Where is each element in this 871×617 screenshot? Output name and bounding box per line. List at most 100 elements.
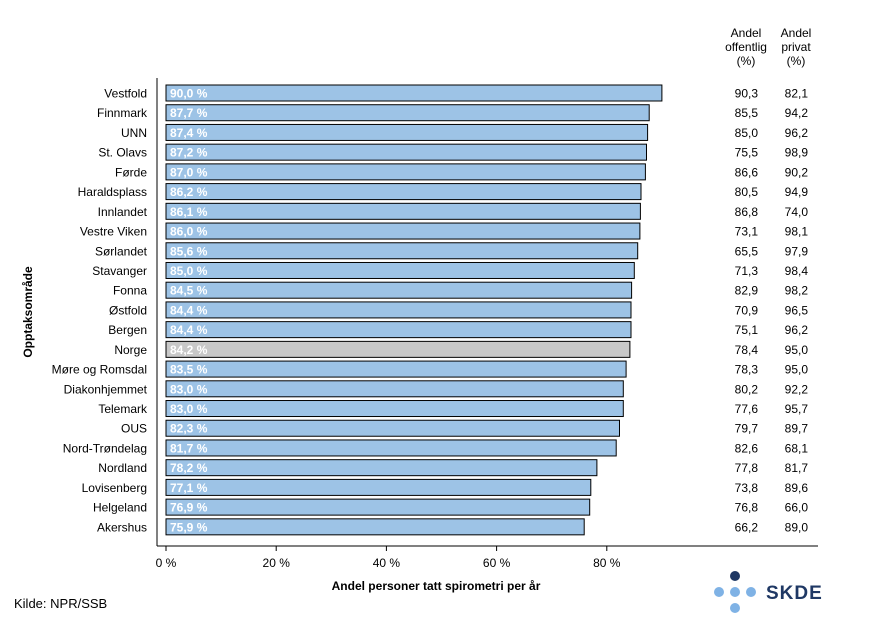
bar-row: 83,0 % Diakonhjemmet — [64, 380, 624, 398]
bar-value-label: 81,7 % — [170, 441, 208, 455]
bar-value-label: 76,9 % — [170, 501, 208, 515]
x-tick-label: 80 % — [593, 556, 621, 570]
column-value: 77,8 — [735, 461, 759, 475]
bar-value-label: 84,2 % — [170, 343, 208, 357]
bar-value-label: 77,1 % — [170, 481, 208, 495]
category-label: Nordland — [98, 461, 147, 475]
column-value: 95,0 — [785, 343, 809, 357]
column-header-line: offentlig — [725, 40, 767, 54]
column-value: 89,6 — [785, 481, 809, 495]
category-label: Fonna — [113, 284, 147, 298]
bar — [165, 498, 591, 516]
x-tick-label: 0 % — [156, 556, 177, 570]
bar-value-label: 87,4 % — [170, 126, 208, 140]
category-label: Helgeland — [93, 501, 147, 515]
bar-row: 75,9 % Akershus — [97, 518, 585, 536]
bar — [165, 321, 632, 339]
column-value: 89,0 — [785, 520, 809, 534]
column-value: 98,2 — [785, 284, 809, 298]
bar — [165, 360, 627, 378]
category-label: Vestre Viken — [80, 225, 147, 239]
bar — [165, 261, 635, 279]
column-value: 92,2 — [785, 382, 809, 396]
bar — [165, 143, 647, 161]
bar — [165, 478, 592, 496]
bar-row: 76,9 % Helgeland — [93, 498, 591, 516]
column-value: 65,5 — [735, 244, 759, 258]
category-label: Lovisenberg — [82, 481, 147, 495]
bar-row: 85,6 % Sørlandet — [95, 242, 639, 260]
bar-value-label: 83,0 % — [170, 402, 208, 416]
column-value: 80,5 — [735, 185, 759, 199]
bar-value-label: 85,6 % — [170, 244, 208, 258]
bar-value-label: 82,3 % — [170, 422, 208, 436]
column-value: 79,7 — [735, 422, 759, 436]
bar — [165, 202, 641, 220]
bar-row: 84,4 % Østfold — [109, 301, 632, 319]
category-label: Haraldsplass — [78, 185, 147, 199]
column-value: 98,9 — [785, 146, 809, 160]
bar — [165, 459, 598, 477]
column-header-line: (%) — [787, 54, 806, 68]
category-label: St. Olavs — [98, 146, 147, 160]
bar — [165, 518, 585, 536]
source-note: Kilde: NPR/SSB — [14, 596, 107, 611]
bar-value-label: 84,5 % — [170, 284, 208, 298]
column-value: 97,9 — [785, 244, 809, 258]
bar-row: 84,2 % Norge — [114, 340, 631, 358]
logo-dot-bottom — [730, 603, 740, 613]
column-value: 70,9 — [735, 303, 759, 317]
category-label: OUS — [121, 422, 147, 436]
logo-text: SKDE — [766, 583, 823, 604]
bar-value-label: 83,5 % — [170, 363, 208, 377]
bar — [165, 242, 639, 260]
bar — [165, 400, 624, 418]
logo-dot-top — [730, 571, 740, 581]
x-tick-label: 20 % — [263, 556, 291, 570]
bar-row: 90,0 % Vestfold — [104, 84, 663, 102]
category-label: Stavanger — [92, 264, 147, 278]
bar-row: 87,7 % Finnmark — [97, 104, 650, 122]
column-value: 96,2 — [785, 323, 809, 337]
category-label: Nord-Trøndelag — [63, 441, 147, 455]
column-value: 66,0 — [785, 501, 809, 515]
column-value: 77,6 — [735, 402, 759, 416]
column-value: 94,9 — [785, 185, 809, 199]
bar-row: 78,2 % Nordland — [98, 459, 598, 477]
column-value: 95,7 — [785, 402, 809, 416]
bar-row: 77,1 % Lovisenberg — [82, 478, 592, 496]
x-tick-label: 40 % — [373, 556, 401, 570]
y-axis-title: Opptaksområde — [21, 266, 35, 358]
column-header-line: Andel — [731, 26, 762, 40]
column-value: 94,2 — [785, 106, 809, 120]
category-label: Norge — [114, 343, 147, 357]
bar-value-label: 87,7 % — [170, 106, 208, 120]
column-value: 68,1 — [785, 441, 809, 455]
bar — [165, 439, 617, 457]
bar-value-label: 87,0 % — [170, 165, 208, 179]
bar-highlight — [165, 340, 631, 358]
column-header-line: privat — [781, 40, 811, 54]
bar-row: 86,0 % Vestre Viken — [80, 222, 641, 240]
bar-value-label: 78,2 % — [170, 461, 208, 475]
logo-dot-center — [730, 587, 740, 597]
extra-columns-group: Andeloffentlig(%)90,385,585,075,586,680,… — [725, 26, 811, 534]
category-label: Innlandet — [98, 205, 148, 219]
column-value: 96,5 — [785, 303, 809, 317]
column-value: 76,8 — [735, 501, 759, 515]
column-value: 75,1 — [735, 323, 759, 337]
column-value: 95,0 — [785, 363, 809, 377]
category-label: Finnmark — [97, 106, 148, 120]
category-label: Sørlandet — [95, 244, 148, 258]
column-value: 81,7 — [785, 461, 809, 475]
bar-row: 82,3 % OUS — [121, 419, 620, 437]
bar-value-label: 90,0 % — [170, 87, 208, 101]
column-value: 78,4 — [735, 343, 759, 357]
logo-dot-left — [714, 587, 724, 597]
column-value: 98,4 — [785, 264, 809, 278]
column-value: 85,5 — [735, 106, 759, 120]
bar-row: 87,0 % Førde — [115, 163, 646, 181]
bar-row: 87,4 % UNN — [121, 123, 649, 141]
